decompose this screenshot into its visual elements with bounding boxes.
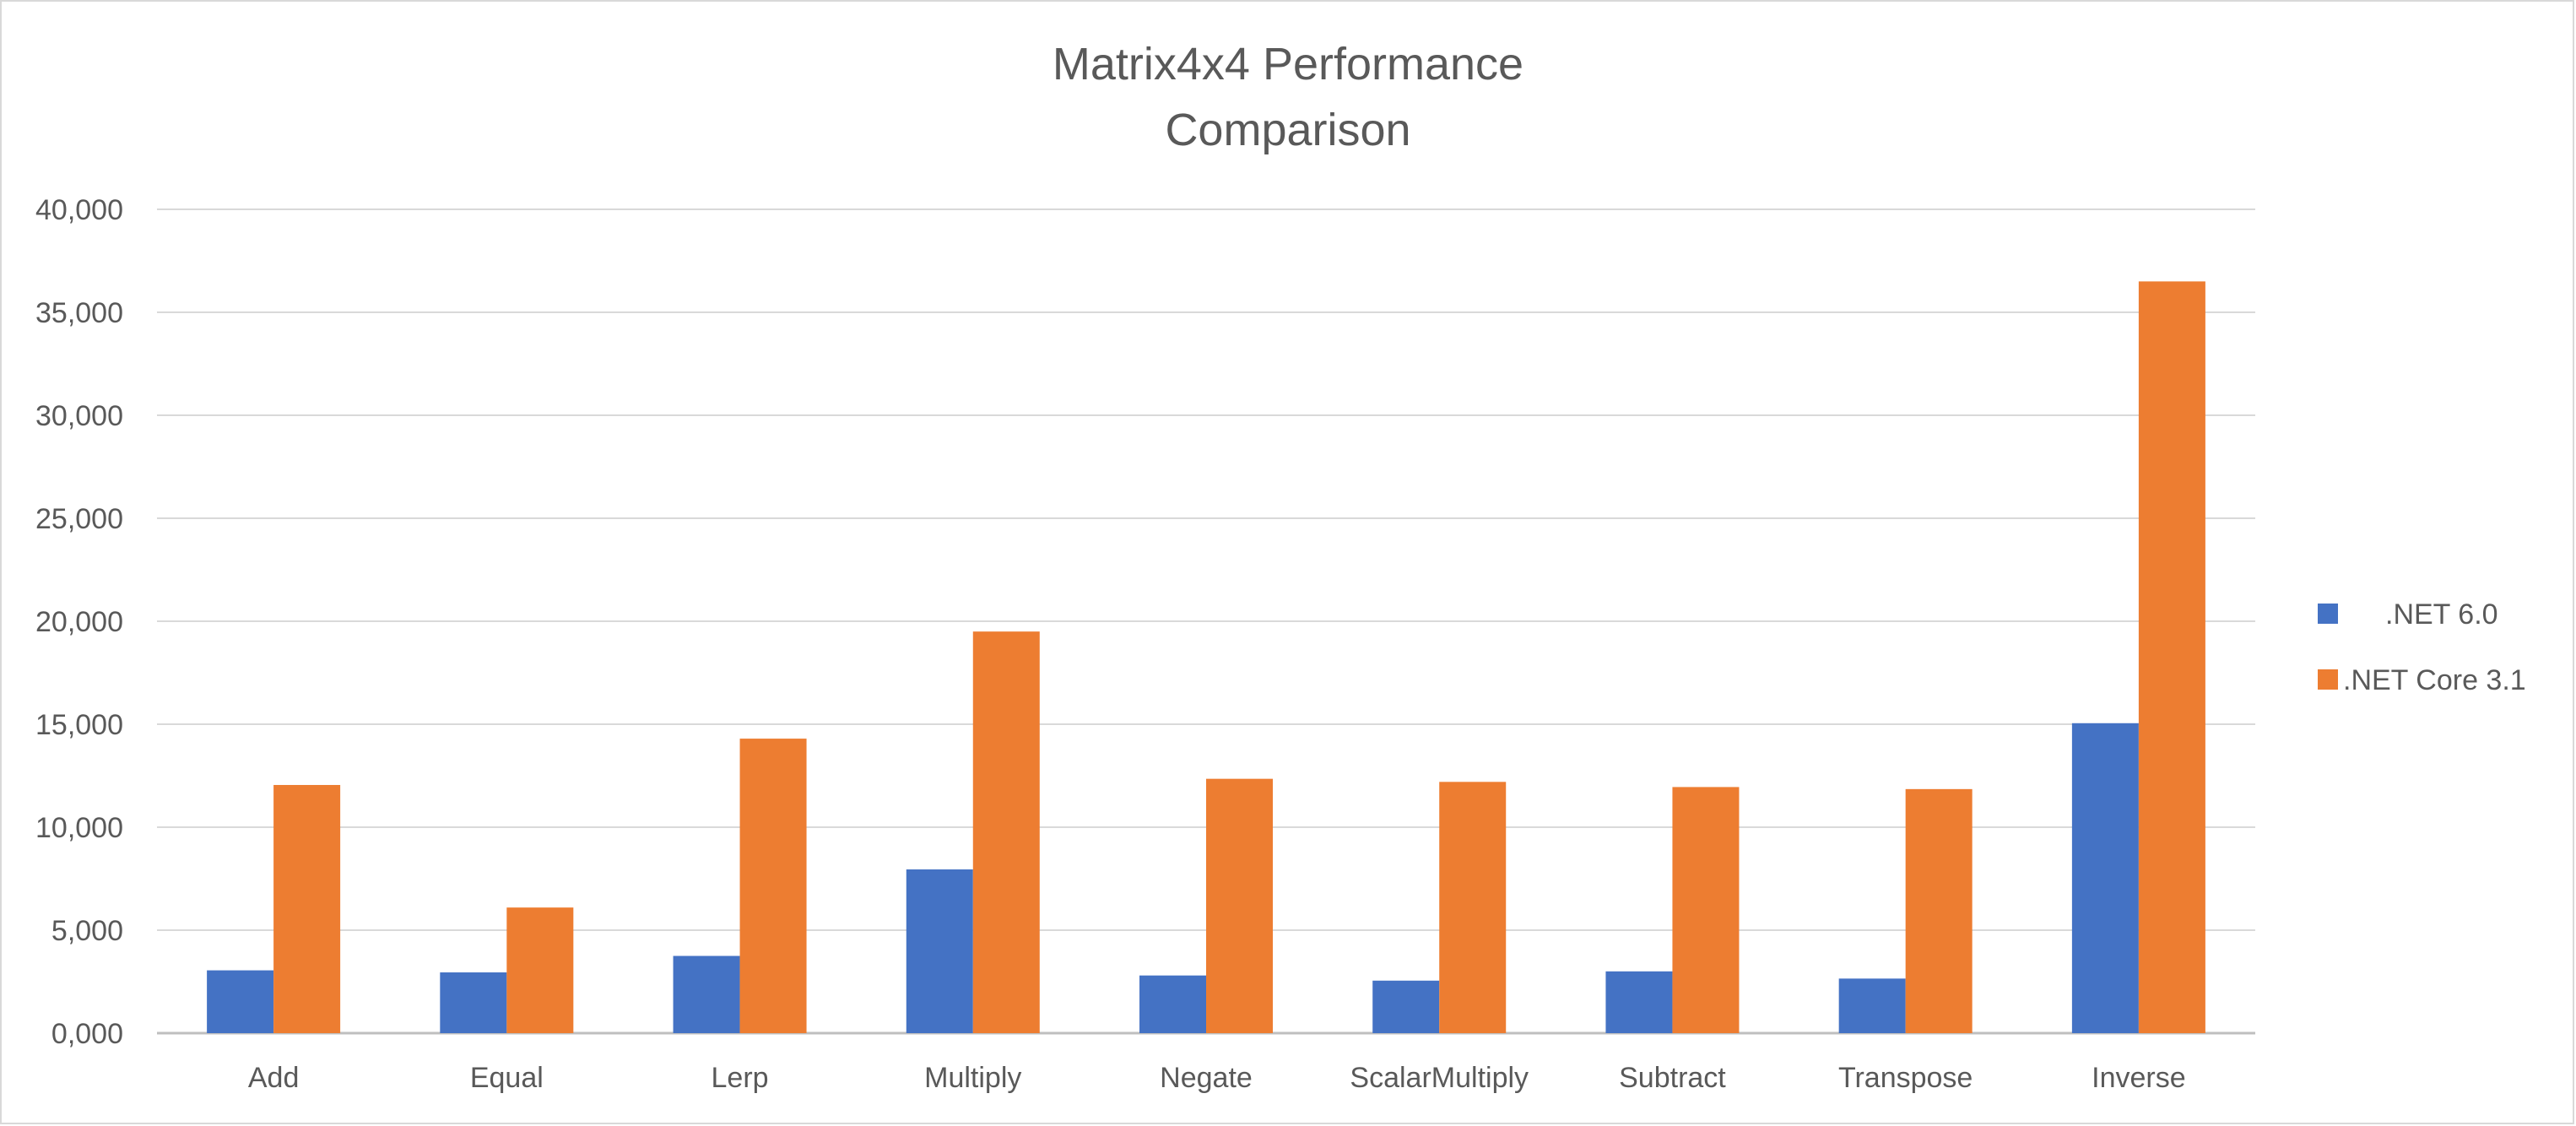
y-tick-label: 25,000	[35, 503, 123, 535]
x-tick-label: Inverse	[2092, 1062, 2186, 1094]
bars	[207, 281, 2205, 1033]
bar-netcore31-add	[273, 784, 341, 1033]
bar-netcore31-lerp	[739, 739, 807, 1033]
bar-net6-multiply	[906, 869, 973, 1033]
legend-swatch	[2318, 669, 2338, 690]
x-tick-label: ScalarMultiply	[1350, 1062, 1529, 1094]
bar-net6-scalarmultiply	[1372, 980, 1440, 1033]
x-tick-label: Negate	[1160, 1062, 1253, 1094]
bar-net6-add	[207, 970, 274, 1033]
x-tick-label: Subtract	[1619, 1062, 1726, 1094]
x-axis-tick-labels: Add Equal Lerp Multiply Negate ScalarMultiply…	[248, 1062, 2186, 1094]
x-tick-label: Transpose	[1838, 1062, 1973, 1094]
bar-netcore31-multiply	[972, 631, 1040, 1033]
y-tick-label: 0,000	[51, 1018, 123, 1050]
bar-net6-transpose	[1838, 978, 1906, 1033]
bar-net6-inverse	[2071, 723, 2139, 1033]
bar-net6-subtract	[1605, 971, 1673, 1033]
y-tick-label: 30,000	[35, 400, 123, 432]
bar-netcore31-equal	[506, 907, 574, 1033]
bar-net6-equal	[440, 972, 507, 1033]
legend: .NET 6.0 .NET Core 3.1	[2318, 598, 2526, 696]
chart-title-line-2: Comparison	[1165, 105, 1410, 155]
legend-label: .NET 6.0	[2385, 598, 2498, 631]
legend-label: .NET Core 3.1	[2343, 664, 2526, 696]
bar-net6-negate	[1139, 975, 1206, 1033]
bar-netcore31-subtract	[1672, 787, 1740, 1033]
y-tick-label: 10,000	[35, 812, 123, 844]
y-axis-tick-labels: 0,000 5,000 10,000 15,000 20,000 25,000 30,000…	[35, 194, 123, 1050]
bar-netcore31-negate	[1206, 778, 1273, 1033]
bar-netcore31-inverse	[2138, 281, 2205, 1033]
bar-net6-lerp	[673, 955, 740, 1033]
bar-netcore31-transpose	[1905, 788, 1973, 1033]
y-tick-label: 35,000	[35, 297, 123, 329]
x-tick-label: Add	[248, 1062, 300, 1094]
chart-title-line-1: Matrix4x4 Performance	[1053, 39, 1523, 89]
y-tick-label: 15,000	[35, 709, 123, 741]
x-tick-label: Equal	[470, 1062, 544, 1094]
x-tick-label: Lerp	[712, 1062, 769, 1094]
bar-netcore31-scalarmultiply	[1439, 782, 1507, 1033]
x-tick-label: Multiply	[924, 1062, 1021, 1094]
y-tick-label: 5,000	[51, 915, 123, 947]
legend-swatch	[2318, 604, 2338, 624]
y-tick-label: 20,000	[35, 606, 123, 638]
y-tick-label: 40,000	[35, 194, 123, 226]
